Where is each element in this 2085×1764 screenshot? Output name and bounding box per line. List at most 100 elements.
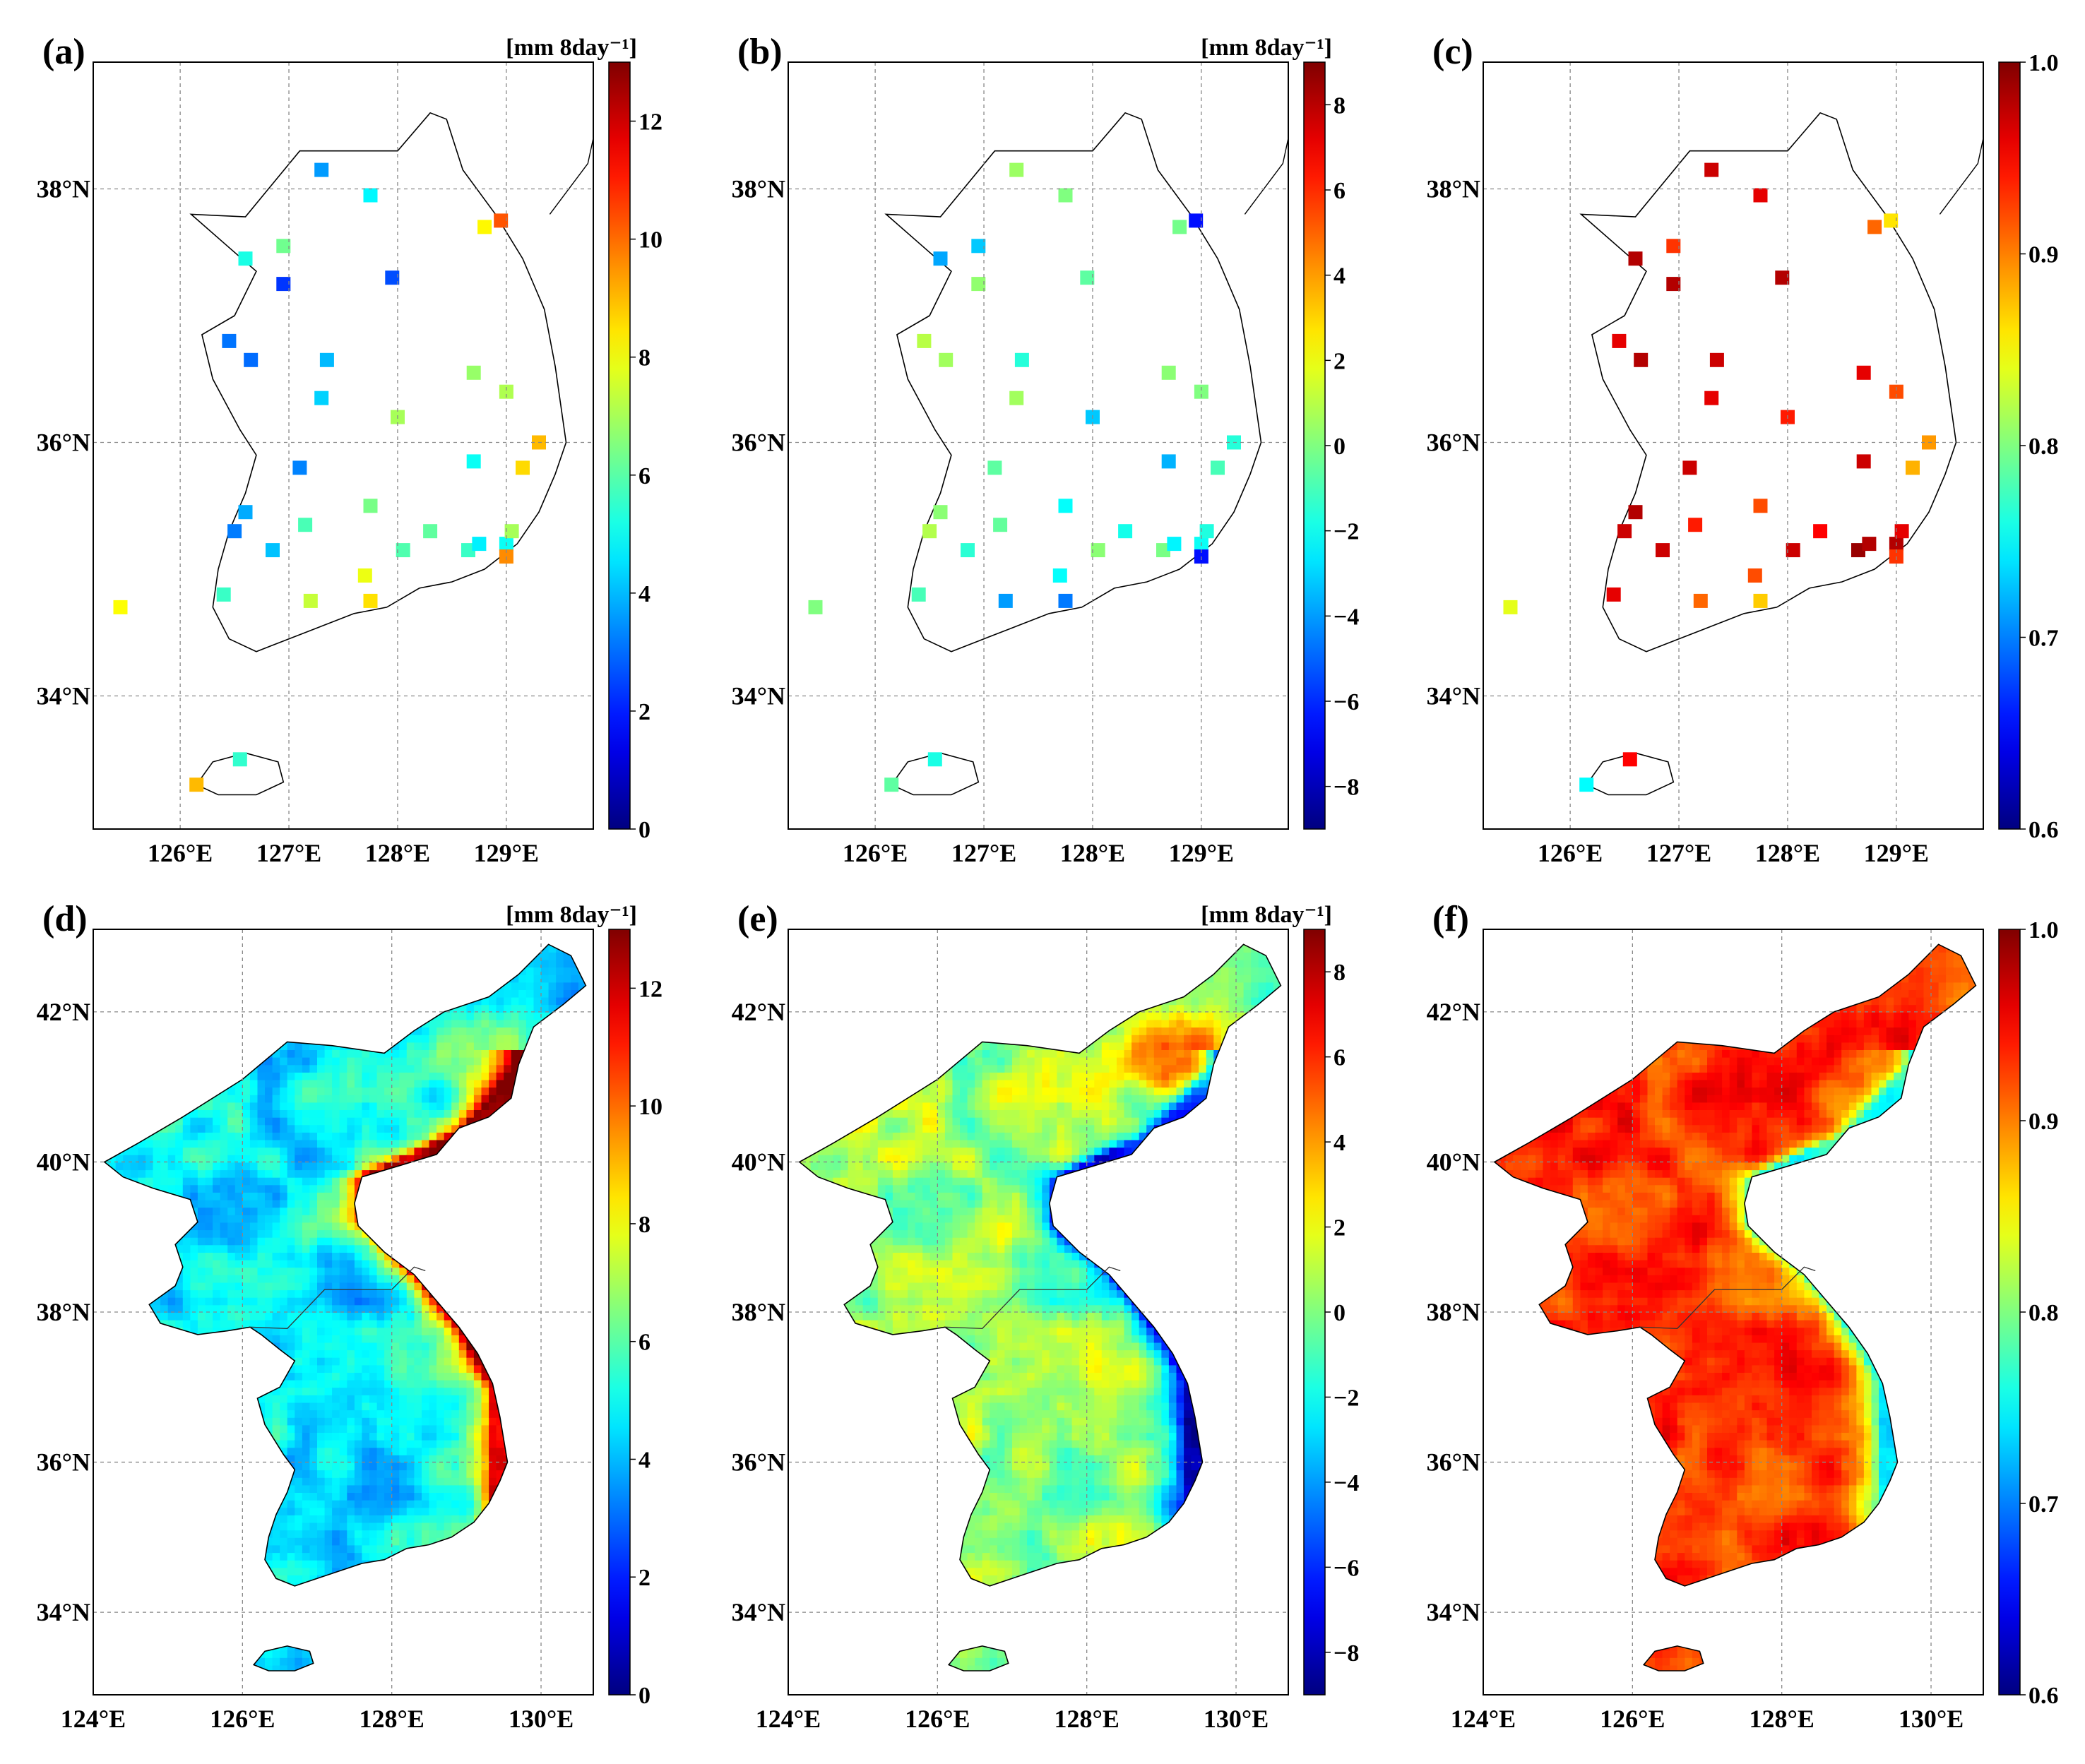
lat-tick-label: 36°N (1427, 429, 1480, 457)
field-cell (324, 1432, 333, 1441)
field-cell (190, 1192, 198, 1200)
field-cell (242, 1116, 251, 1126)
field-cell (414, 1334, 422, 1343)
field-cell (406, 1297, 415, 1306)
field-cell (376, 1087, 386, 1095)
field-cell (324, 1274, 333, 1283)
colorbar-tick-label: 6 (638, 463, 651, 489)
field-cell (272, 1334, 281, 1343)
field-cell (287, 1544, 296, 1554)
field-cell (406, 1417, 415, 1426)
field-cell (369, 1357, 378, 1366)
field-cell (295, 1289, 303, 1298)
field-cell (220, 1139, 229, 1148)
field-cell (429, 1394, 438, 1403)
field-cell (160, 1312, 169, 1321)
field-cell (309, 1064, 318, 1073)
station-marker (1080, 270, 1095, 285)
field-cell (339, 1139, 348, 1148)
jeju-coastline (1585, 752, 1675, 796)
field-cell (242, 1169, 251, 1178)
field-cell (213, 1319, 221, 1328)
field-cell (324, 1402, 333, 1411)
field-cell (414, 1042, 422, 1050)
field-cell (302, 1312, 311, 1321)
field-cell (369, 1056, 378, 1066)
field-cell (347, 1131, 355, 1140)
field-cell (309, 1169, 318, 1178)
field-cell (332, 1470, 340, 1478)
field-cell (272, 1567, 281, 1575)
field-cell (272, 1394, 281, 1403)
field-cell (265, 1184, 273, 1193)
field-cell (302, 1417, 311, 1426)
field-cell (213, 1214, 221, 1223)
field-cell (287, 1056, 296, 1066)
field-cell (406, 1507, 415, 1515)
field-cell (249, 1252, 259, 1261)
field-cell (302, 1147, 311, 1155)
field-cell (220, 1124, 229, 1133)
field-cell (369, 1410, 378, 1418)
field-cell (317, 1199, 326, 1208)
field-cell (272, 1319, 281, 1328)
field-cell (302, 1222, 311, 1231)
field-cell (295, 1064, 303, 1073)
field-cell (280, 1274, 288, 1283)
field-cell (249, 1282, 259, 1291)
field-cell (436, 1116, 445, 1126)
field-cell (391, 1379, 400, 1388)
field-cell (354, 1559, 363, 1568)
field-cell (220, 1267, 229, 1275)
field-cell (108, 1154, 117, 1163)
station-marker (1014, 352, 1029, 367)
field-cell (272, 1244, 281, 1253)
field-cell (309, 1289, 318, 1298)
field-cell (414, 1499, 422, 1508)
field-cell (339, 1102, 348, 1110)
field-cell (429, 1327, 438, 1335)
field-cell (272, 1387, 281, 1395)
field-cell (362, 1094, 370, 1103)
field-cell (369, 1102, 378, 1110)
field-cell (369, 1372, 378, 1381)
field-cell (339, 1537, 348, 1546)
field-cell (406, 1394, 415, 1403)
field-cell (324, 1214, 333, 1223)
field-cell (444, 1034, 453, 1043)
field-cell (295, 1439, 303, 1448)
field-cell (414, 1312, 422, 1321)
field-cell (220, 1259, 229, 1268)
field-cell (399, 1071, 408, 1080)
field-cell (234, 1184, 244, 1193)
field-cell (332, 1222, 340, 1231)
field-cell (347, 1447, 355, 1455)
field-cell (347, 1049, 355, 1058)
station-marker (1666, 239, 1681, 254)
field-cell (429, 1297, 438, 1306)
field-cell (145, 1169, 154, 1178)
field-cell (295, 1252, 303, 1261)
field-cell (332, 1131, 340, 1140)
field-cell (249, 1199, 259, 1208)
field-cell (190, 1147, 198, 1155)
field-cell (317, 1154, 326, 1163)
field-cell (422, 1522, 430, 1531)
field-cell (317, 1147, 326, 1155)
field-cell (332, 1207, 340, 1215)
units-label: [mm 8day⁻¹] (1201, 35, 1332, 61)
field-cell (384, 1410, 393, 1418)
field-cell (399, 1454, 408, 1463)
field-cell (130, 1169, 139, 1178)
field-cell (429, 1379, 438, 1388)
field-cell (436, 1379, 445, 1388)
field-cell (324, 1049, 333, 1058)
field-cell (332, 1484, 340, 1493)
field-cell (302, 1282, 311, 1291)
panel-label: (c) (1432, 32, 1473, 72)
field-cell (332, 1507, 340, 1515)
station-marker (1199, 524, 1214, 539)
station-marker (1118, 524, 1133, 539)
field-cell (309, 1109, 318, 1118)
field-cell (332, 1357, 340, 1366)
